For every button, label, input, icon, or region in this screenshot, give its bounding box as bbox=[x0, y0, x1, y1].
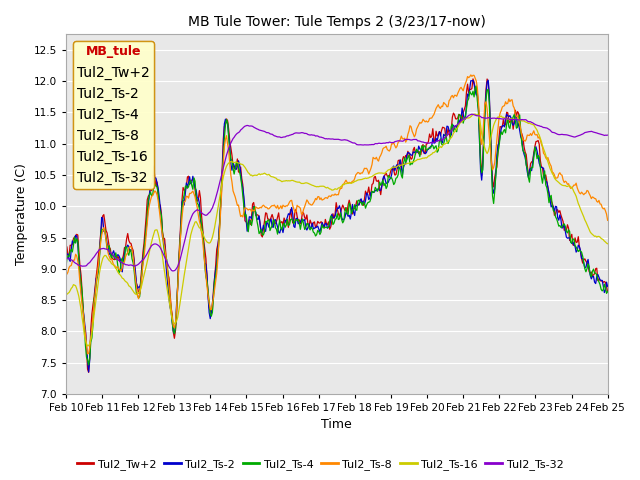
Tul2_Tw+2 bbox=[356, 198, 364, 204]
Tul2_Ts-32 bbox=[321, 135, 328, 141]
Tul2_Ts-2 bbox=[84, 369, 92, 375]
Tul2_Ts-8 bbox=[508, 97, 516, 103]
Tul2_Ts-16 bbox=[508, 117, 516, 122]
Tul2_Ts-8 bbox=[356, 171, 364, 177]
Tul2_Ts-32 bbox=[593, 130, 600, 136]
Tul2_Ts-32 bbox=[62, 256, 70, 262]
Tul2_Ts-8 bbox=[324, 195, 332, 201]
Tul2_Tw+2 bbox=[321, 225, 328, 230]
Tul2_Ts-32 bbox=[324, 136, 332, 142]
Line: Tul2_Ts-4: Tul2_Ts-4 bbox=[66, 86, 607, 365]
Line: Tul2_Ts-16: Tul2_Ts-16 bbox=[66, 114, 607, 346]
Tul2_Ts-2 bbox=[321, 224, 328, 229]
Tul2_Ts-2 bbox=[508, 120, 516, 126]
Tul2_Ts-2 bbox=[593, 274, 600, 279]
Tul2_Ts-4 bbox=[385, 174, 393, 180]
Line: Tul2_Ts-32: Tul2_Ts-32 bbox=[66, 114, 607, 271]
Tul2_Tw+2 bbox=[604, 289, 611, 295]
Tul2_Ts-8 bbox=[62, 270, 70, 276]
Tul2_Ts-32 bbox=[508, 117, 516, 122]
Tul2_Ts-4 bbox=[604, 288, 611, 294]
Title: MB Tule Tower: Tule Temps 2 (3/23/17-now): MB Tule Tower: Tule Temps 2 (3/23/17-now… bbox=[188, 15, 486, 29]
Tul2_Ts-4 bbox=[508, 118, 516, 124]
Tul2_Ts-8 bbox=[593, 198, 600, 204]
Tul2_Ts-2 bbox=[324, 225, 332, 231]
Tul2_Ts-16 bbox=[324, 184, 332, 190]
Tul2_Ts-2 bbox=[62, 250, 70, 256]
Tul2_Ts-2 bbox=[484, 77, 492, 83]
Tul2_Ts-8 bbox=[467, 72, 475, 78]
Tul2_Ts-2 bbox=[356, 197, 364, 203]
Tul2_Ts-2 bbox=[604, 284, 611, 289]
Tul2_Tw+2 bbox=[84, 370, 92, 375]
Tul2_Ts-4 bbox=[84, 362, 92, 368]
Tul2_Tw+2 bbox=[469, 76, 477, 82]
Tul2_Tw+2 bbox=[385, 173, 393, 179]
Legend: Tul2_Tw+2, Tul2_Ts-2, Tul2_Ts-4, Tul2_Ts-8, Tul2_Ts-16, Tul2_Ts-32: Tul2_Tw+2, Tul2_Ts-2, Tul2_Ts-4, Tul2_Ts… bbox=[72, 455, 568, 474]
Tul2_Tw+2 bbox=[593, 265, 600, 271]
Tul2_Ts-16 bbox=[321, 184, 328, 190]
Line: Tul2_Ts-2: Tul2_Ts-2 bbox=[66, 80, 607, 372]
Tul2_Ts-4 bbox=[593, 272, 600, 278]
Tul2_Tw+2 bbox=[324, 222, 332, 228]
Tul2_Ts-4 bbox=[472, 83, 480, 89]
Tul2_Ts-8 bbox=[385, 148, 393, 154]
Tul2_Ts-4 bbox=[324, 225, 332, 231]
Tul2_Ts-16 bbox=[470, 111, 478, 117]
Tul2_Ts-32 bbox=[170, 268, 177, 274]
Tul2_Ts-16 bbox=[385, 167, 393, 173]
Tul2_Ts-2 bbox=[385, 177, 393, 182]
Tul2_Ts-32 bbox=[604, 132, 611, 138]
Tul2_Ts-32 bbox=[385, 139, 393, 145]
Tul2_Ts-4 bbox=[62, 265, 70, 271]
Line: Tul2_Tw+2: Tul2_Tw+2 bbox=[66, 79, 607, 372]
Tul2_Ts-16 bbox=[84, 343, 92, 349]
Tul2_Ts-16 bbox=[356, 177, 364, 182]
Y-axis label: Temperature (C): Temperature (C) bbox=[15, 163, 28, 265]
Tul2_Ts-4 bbox=[321, 225, 328, 231]
Tul2_Ts-8 bbox=[604, 217, 611, 223]
Tul2_Ts-32 bbox=[356, 142, 364, 148]
Tul2_Ts-32 bbox=[468, 111, 476, 117]
Tul2_Tw+2 bbox=[62, 242, 70, 248]
Tul2_Tw+2 bbox=[508, 115, 516, 121]
Tul2_Ts-16 bbox=[593, 234, 600, 240]
Tul2_Ts-16 bbox=[604, 241, 611, 247]
Legend: Tul2_Tw+2, Tul2_Ts-2, Tul2_Ts-4, Tul2_Ts-8, Tul2_Ts-16, Tul2_Ts-32: Tul2_Tw+2, Tul2_Ts-2, Tul2_Ts-4, Tul2_Ts… bbox=[73, 41, 154, 189]
Tul2_Ts-4 bbox=[356, 200, 364, 205]
Line: Tul2_Ts-8: Tul2_Ts-8 bbox=[66, 75, 607, 354]
Tul2_Ts-8 bbox=[84, 351, 92, 357]
Tul2_Ts-16 bbox=[62, 291, 70, 297]
X-axis label: Time: Time bbox=[321, 419, 352, 432]
Tul2_Ts-8 bbox=[321, 196, 328, 202]
